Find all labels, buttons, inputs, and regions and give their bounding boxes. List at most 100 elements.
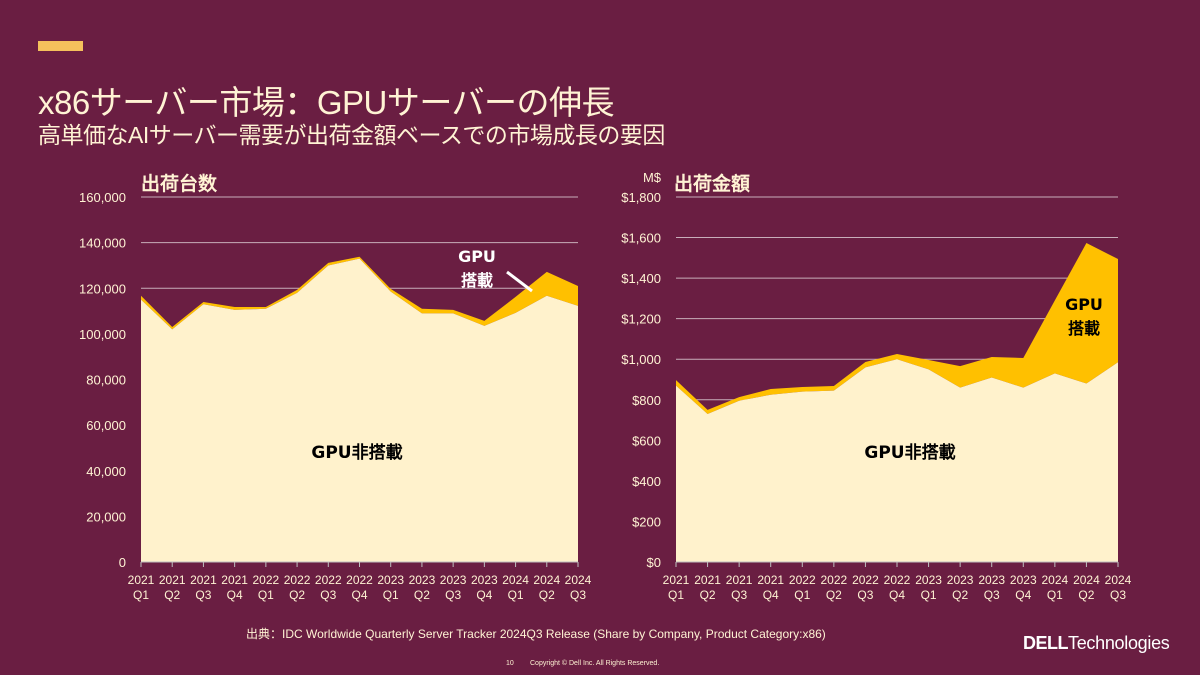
x-tick-label-quarter: Q4 (763, 588, 779, 602)
y-tick-label: 40,000 (86, 464, 126, 479)
x-tick-label-year: 2022 (284, 573, 311, 587)
dell-technologies-logo: DELLTechnologies (1023, 633, 1170, 654)
gpu-label-line2: 搭載 (1068, 319, 1100, 338)
y-tick-label: $1,200 (621, 312, 661, 327)
x-tick-label-year: 2021 (190, 573, 217, 587)
x-tick-label-quarter: Q4 (1015, 588, 1031, 602)
y-tick-label: 120,000 (79, 281, 126, 296)
x-tick-label-quarter: Q2 (164, 588, 180, 602)
gpu-label-line1: GPU (458, 247, 496, 266)
x-tick-label-year: 2023 (978, 573, 1005, 587)
x-tick-label-quarter: Q1 (383, 588, 399, 602)
x-tick-label-quarter: Q3 (984, 588, 1000, 602)
y-tick-label: $400 (632, 474, 661, 489)
x-tick-label-year: 2022 (852, 573, 879, 587)
slide-title: x86サーバー市場：GPUサーバーの伸長 (38, 84, 615, 121)
y-tick-label: 80,000 (86, 373, 126, 388)
x-tick-label-quarter: Q4 (476, 588, 492, 602)
gpu-label-line1: GPU (1065, 295, 1103, 314)
x-tick-label-quarter: Q3 (731, 588, 747, 602)
y-tick-label: $200 (632, 514, 661, 529)
x-tick-label-year: 2023 (947, 573, 974, 587)
units-chart: 出荷台数 0 20,000 40,000 60,000 80,000 100,000 120,… (79, 172, 592, 602)
y-tick-label: $800 (632, 393, 661, 408)
x-tick-label-quarter: Q3 (857, 588, 873, 602)
x-tick-label-quarter: Q1 (1047, 588, 1063, 602)
x-tick-label-quarter: Q1 (133, 588, 149, 602)
y-tick-label: $1,000 (621, 352, 661, 367)
non-gpu-area (141, 258, 578, 562)
y-tick-label: 20,000 (86, 509, 126, 524)
x-tick-label-year: 2024 (565, 573, 592, 587)
x-tick-label-quarter: Q4 (227, 588, 243, 602)
x-tick-label-quarter: Q3 (320, 588, 336, 602)
x-tick-label-year: 2021 (159, 573, 186, 587)
x-tick-label-quarter: Q3 (445, 588, 461, 602)
y-tick-label: 0 (119, 555, 126, 570)
x-tick-label-year: 2024 (533, 573, 560, 587)
value-chart: 出荷金額 M$ $0 $200 $400 $600 $800 $1,000 $1,200 $1,4… (621, 170, 1132, 602)
x-tick-label-quarter: Q4 (351, 588, 367, 602)
x-tick-label-quarter: Q1 (668, 588, 684, 602)
x-tick-label-year: 2023 (409, 573, 436, 587)
x-tick-label-quarter: Q2 (1078, 588, 1094, 602)
x-tick-label-year: 2023 (915, 573, 942, 587)
copyright: Copyright © Dell Inc. All Rights Reserve… (530, 660, 660, 667)
non-gpu-area (676, 359, 1118, 562)
x-tick-label-year: 2021 (221, 573, 248, 587)
logo-dell: DELL (1023, 633, 1069, 653)
x-tick-label-quarter: Q3 (570, 588, 586, 602)
x-tick-label-quarter: Q1 (258, 588, 274, 602)
y-tick-label: $1,800 (621, 190, 661, 205)
source-note: 出典：IDC Worldwide Quarterly Server Tracke… (246, 627, 826, 641)
y-tick-label: $0 (647, 555, 661, 570)
y-tick-label: $1,600 (621, 231, 661, 246)
y-tick-label: 60,000 (86, 418, 126, 433)
non-gpu-label: GPU非搭載 (864, 442, 955, 463)
x-tick-label-year: 2022 (884, 573, 911, 587)
y-tick-label: $1,400 (621, 271, 661, 286)
x-tick-label-year: 2021 (726, 573, 753, 587)
x-tick-label-quarter: Q3 (195, 588, 211, 602)
y-tick-label: 100,000 (79, 327, 126, 342)
x-tick-label-year: 2021 (757, 573, 784, 587)
non-gpu-label: GPU非搭載 (311, 442, 402, 463)
x-tick-label-year: 2024 (1042, 573, 1069, 587)
x-tick-label-quarter: Q4 (889, 588, 905, 602)
x-tick-label-year: 2021 (663, 573, 690, 587)
y-tick-label: 140,000 (79, 236, 126, 251)
x-tick-label-quarter: Q2 (539, 588, 555, 602)
gpu-leader-line (506, 270, 533, 293)
gpu-area (676, 243, 1118, 414)
unit-label: M$ (643, 170, 662, 185)
x-tick-label-quarter: Q2 (952, 588, 968, 602)
x-tick-label-year: 2024 (1073, 573, 1100, 587)
x-tick-label-quarter: Q2 (826, 588, 842, 602)
x-tick-label-year: 2023 (440, 573, 467, 587)
chart-title: 出荷台数 (141, 172, 218, 195)
x-tick-label-year: 2022 (253, 573, 280, 587)
x-tick-label-year: 2023 (471, 573, 498, 587)
x-tick-label-year: 2022 (346, 573, 373, 587)
y-tick-label: 160,000 (79, 190, 126, 205)
x-tick-label-quarter: Q2 (414, 588, 430, 602)
logo-technologies: Technologies (1068, 633, 1170, 653)
x-tick-label-year: 2023 (377, 573, 404, 587)
x-tick-label-quarter: Q1 (921, 588, 937, 602)
x-tick-label-year: 2022 (315, 573, 342, 587)
x-tick-label-year: 2021 (128, 573, 155, 587)
x-tick-label-year: 2023 (1010, 573, 1037, 587)
x-tick-label-quarter: Q1 (794, 588, 810, 602)
y-tick-label: $600 (632, 433, 661, 448)
x-tick-label-year: 2022 (789, 573, 816, 587)
x-tick-label-quarter: Q2 (289, 588, 305, 602)
slide-subtitle: 高単価なAIサーバー需要が出荷金額ベースでの市場成長の要因 (38, 122, 665, 148)
x-tick-label-quarter: Q2 (700, 588, 716, 602)
gpu-label-line2: 搭載 (461, 271, 493, 290)
x-tick-label-year: 2024 (1105, 573, 1132, 587)
x-tick-label-year: 2022 (821, 573, 848, 587)
accent-bar (38, 41, 83, 51)
page-number: 10 (506, 660, 514, 667)
x-tick-label-quarter: Q1 (508, 588, 524, 602)
x-tick-label-quarter: Q3 (1110, 588, 1126, 602)
